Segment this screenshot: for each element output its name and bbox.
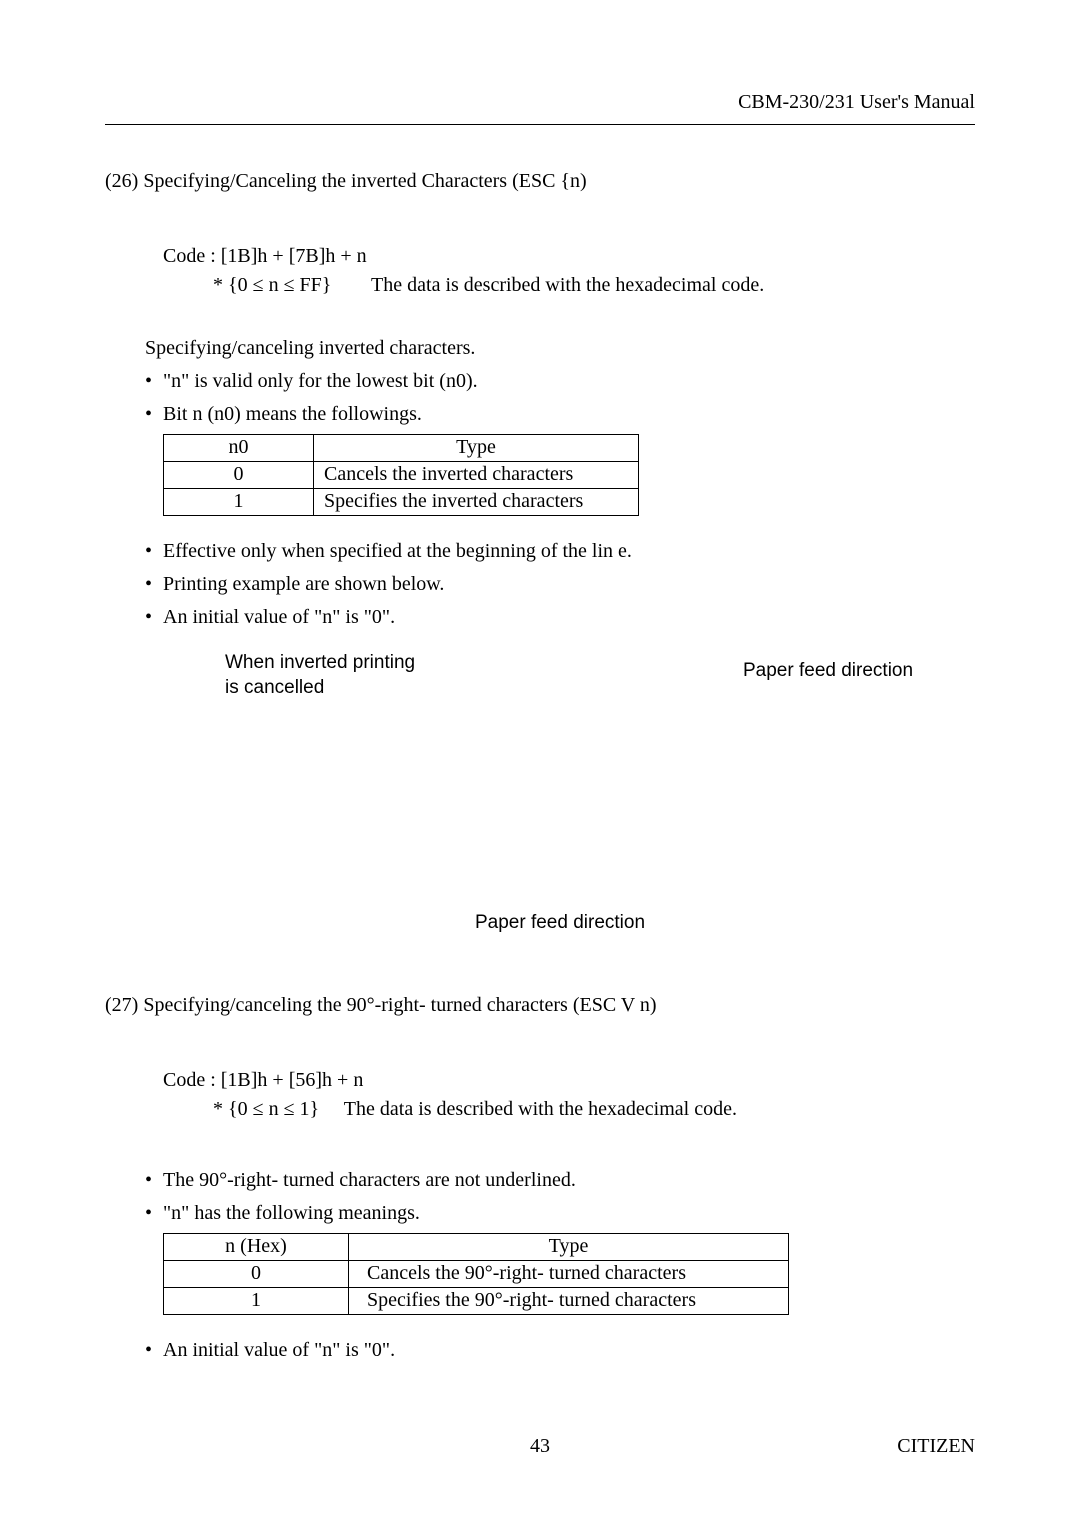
bullet-text: An initial value of "n" is "0". — [163, 1339, 395, 1362]
bullet-dot-icon: • — [145, 573, 163, 596]
section-26-code-note: * {0 ≤ n ≤ FF} The data is described wit… — [213, 274, 975, 297]
table-row: 1 Specifies the 90°-right- turned charac… — [164, 1288, 789, 1315]
section-27-table: n (Hex) Type 0 Cancels the 90°-right- tu… — [163, 1233, 789, 1315]
table-cell: Cancels the inverted characters — [314, 462, 639, 489]
example-left-line1: When inverted printing — [225, 652, 415, 673]
bullet-item: • Printing example are shown below. — [145, 573, 975, 596]
paper-feed-center-label: Paper feed direction — [205, 912, 915, 934]
bullet-dot-icon: • — [145, 1202, 163, 1225]
code-note-range: * {0 ≤ n ≤ FF} — [213, 274, 331, 296]
bullet-text: "n" has the following meanings. — [163, 1202, 420, 1225]
table-cell: 1 — [164, 489, 314, 516]
table-row: 0 Cancels the 90°-right- turned characte… — [164, 1261, 789, 1288]
brand-name: CITIZEN — [897, 1435, 975, 1458]
bullet-text: The 90°-right- turned characters are not… — [163, 1169, 576, 1192]
section-26-code: Code : [1B]h + [7B]h + n — [163, 245, 975, 268]
bullet-dot-icon: • — [145, 403, 163, 426]
bullet-dot-icon: • — [145, 1169, 163, 1192]
bullet-item: • Effective only when specified at the b… — [145, 540, 975, 563]
table-header-type: Type — [314, 435, 639, 462]
bullet-item: • An initial value of "n" is "0". — [145, 606, 975, 629]
bullet-dot-icon: • — [145, 606, 163, 629]
bullet-text: Bit n (n0) means the followings. — [163, 403, 422, 426]
section-26-desc: Specifying/canceling inverted characters… — [145, 337, 975, 360]
bullet-item: • "n" is valid only for the lowest bit (… — [145, 370, 975, 393]
header-rule — [105, 124, 975, 125]
table-row: n0 Type — [164, 435, 639, 462]
table-cell: 1 — [164, 1288, 349, 1315]
example-left-line2: is cancelled — [225, 677, 324, 698]
bullet-item: • Bit n (n0) means the followings. — [145, 403, 975, 426]
table-row: 1 Specifies the inverted characters — [164, 489, 639, 516]
bullet-text: Effective only when specified at the beg… — [163, 540, 632, 563]
code-note-range: * {0 ≤ n ≤ 1} — [213, 1098, 319, 1120]
section-26-table: n0 Type 0 Cancels the inverted character… — [163, 434, 639, 516]
example-right-label: Paper feed direction — [743, 660, 913, 682]
table-cell: Cancels the 90°-right- turned characters — [349, 1261, 789, 1288]
section-26-title: (26) Specifying/Canceling the inverted C… — [105, 170, 975, 193]
table-cell: Specifies the inverted characters — [314, 489, 639, 516]
page-content: (26) Specifying/Canceling the inverted C… — [105, 170, 975, 1362]
section-27-title: (27) Specifying/canceling the 90°-right-… — [105, 994, 975, 1017]
table-cell: 0 — [164, 1261, 349, 1288]
page-footer: 43 CITIZEN — [105, 1435, 975, 1458]
table-header-n0: n0 — [164, 435, 314, 462]
table-cell: 0 — [164, 462, 314, 489]
table-header-type: Type — [349, 1234, 789, 1261]
page-number: 43 — [105, 1435, 975, 1458]
bullet-item: • "n" has the following meanings. — [145, 1202, 975, 1225]
bullet-dot-icon: • — [145, 370, 163, 393]
bullet-text: Printing example are shown below. — [163, 573, 444, 596]
bullet-text: An initial value of "n" is "0". — [163, 606, 395, 629]
bullet-item: • An initial value of "n" is "0". — [145, 1339, 975, 1362]
table-row: n (Hex) Type — [164, 1234, 789, 1261]
table-cell: Specifies the 90°-right- turned characte… — [349, 1288, 789, 1315]
example-left-label: When inverted printing is cancelled — [225, 651, 415, 700]
section-27: (27) Specifying/canceling the 90°-right-… — [105, 994, 975, 1362]
code-note-desc: The data is described with the hexadecim… — [344, 1098, 737, 1120]
bullet-item: • The 90°-right- turned characters are n… — [145, 1169, 975, 1192]
bullet-dot-icon: • — [145, 1339, 163, 1362]
header-manual-title: CBM-230/231 User's Manual — [738, 91, 975, 114]
printing-example: When inverted printing is cancelled Pape… — [225, 651, 975, 906]
table-row: 0 Cancels the inverted characters — [164, 462, 639, 489]
section-27-code: Code : [1B]h + [56]h + n — [163, 1069, 975, 1092]
bullet-text: "n" is valid only for the lowest bit (n0… — [163, 370, 478, 393]
bullet-dot-icon: • — [145, 540, 163, 563]
code-note-desc: The data is described with the hexadecim… — [371, 274, 764, 296]
table-header-nhex: n (Hex) — [164, 1234, 349, 1261]
section-27-code-note: * {0 ≤ n ≤ 1} The data is described with… — [213, 1098, 975, 1121]
